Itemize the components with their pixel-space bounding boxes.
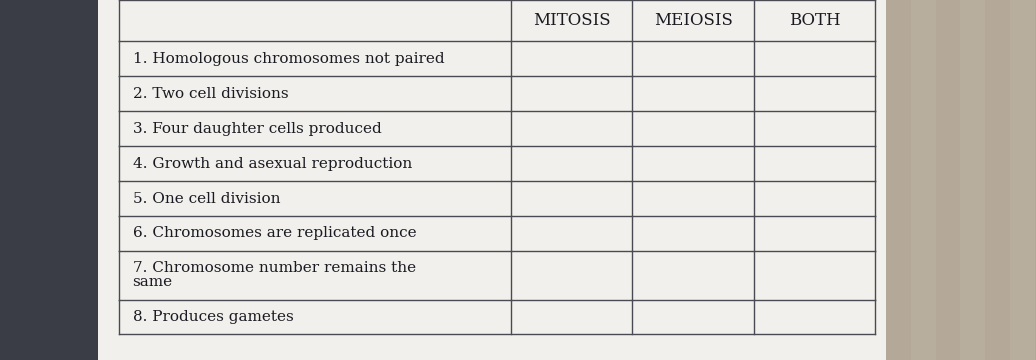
Text: same: same [133,275,173,289]
Text: 1. Homologous chromosomes not paired: 1. Homologous chromosomes not paired [133,52,444,66]
FancyBboxPatch shape [911,0,936,360]
FancyBboxPatch shape [985,0,1010,360]
FancyBboxPatch shape [936,0,960,360]
FancyBboxPatch shape [119,41,875,76]
FancyBboxPatch shape [119,0,875,41]
FancyBboxPatch shape [886,0,911,360]
FancyBboxPatch shape [0,0,98,360]
Text: 3. Four daughter cells produced: 3. Four daughter cells produced [133,122,381,136]
Text: BOTH: BOTH [788,12,840,29]
FancyBboxPatch shape [119,251,875,300]
FancyBboxPatch shape [119,181,875,216]
FancyBboxPatch shape [119,146,875,181]
Text: MEIOSIS: MEIOSIS [654,12,732,29]
FancyBboxPatch shape [960,0,985,360]
FancyBboxPatch shape [1010,0,1035,360]
Text: 8. Produces gametes: 8. Produces gametes [133,310,293,324]
Text: 7. Chromosome number remains the: 7. Chromosome number remains the [133,261,415,275]
Text: 5. One cell division: 5. One cell division [133,192,280,206]
FancyBboxPatch shape [886,0,1036,360]
Text: 2. Two cell divisions: 2. Two cell divisions [133,87,288,101]
FancyBboxPatch shape [119,111,875,146]
FancyBboxPatch shape [119,300,875,334]
Text: 6. Chromosomes are replicated once: 6. Chromosomes are replicated once [133,226,416,240]
Text: MITOSIS: MITOSIS [533,12,610,29]
Text: 4. Growth and asexual reproduction: 4. Growth and asexual reproduction [133,157,412,171]
FancyBboxPatch shape [119,76,875,111]
FancyBboxPatch shape [98,0,886,360]
FancyBboxPatch shape [119,216,875,251]
